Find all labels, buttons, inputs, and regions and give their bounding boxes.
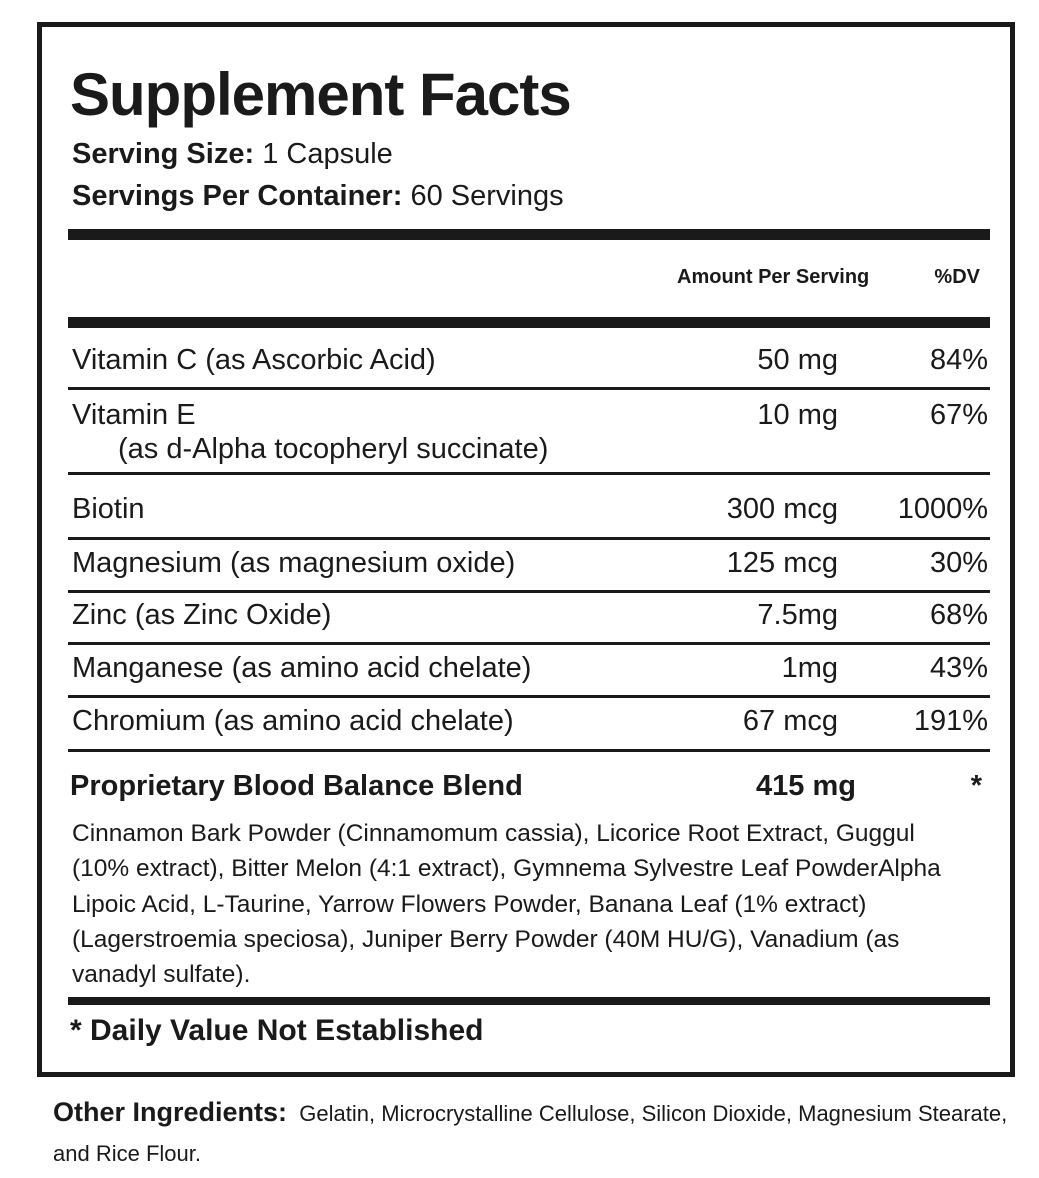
divider-thick xyxy=(68,317,990,328)
column-header-amount: Amount Per Serving xyxy=(677,266,870,288)
nutrient-subname: (as d-Alpha tocopheryl succinate) xyxy=(118,433,549,465)
serving-size: Serving Size: 1 Capsule xyxy=(72,138,393,171)
divider xyxy=(68,387,990,390)
nutrient-name: Biotin xyxy=(72,493,145,525)
blend-name: Proprietary Blood Balance Blend xyxy=(70,770,523,802)
serving-size-value: 1 Capsule xyxy=(262,138,393,170)
nutrient-name: Zinc (as Zinc Oxide) xyxy=(72,599,332,631)
nutrient-amount: 125 mcg xyxy=(726,547,838,579)
servings-per-container-label: Servings Per Container: xyxy=(72,180,403,212)
blend-amount: 415 mg xyxy=(756,770,856,802)
blend-ingredients: Cinnamon Bark Powder (Cinnamomum cassia)… xyxy=(72,820,941,989)
nutrient-dv: 68% xyxy=(929,599,988,631)
divider xyxy=(68,695,990,698)
serving-size-label: Serving Size: xyxy=(72,138,255,170)
nutrient-dv: 30% xyxy=(929,547,988,579)
nutrient-dv: 84% xyxy=(929,344,988,376)
supplement-facts-panel xyxy=(37,22,1015,1077)
divider xyxy=(68,537,990,540)
other-ingredients: Other Ingredients: Gelatin, Microcrystal… xyxy=(53,1092,1013,1174)
column-header-dv: %DV xyxy=(934,266,980,288)
nutrient-amount: 1mg xyxy=(781,652,838,684)
other-ingredients-label: Other Ingredients: xyxy=(53,1097,288,1127)
nutrient-amount: 300 mcg xyxy=(726,493,838,525)
nutrient-name: Manganese (as amino acid chelate) xyxy=(72,652,532,684)
nutrient-dv: 1000% xyxy=(897,493,988,525)
nutrient-dv: 43% xyxy=(929,652,988,684)
nutrient-name: Vitamin C (as Ascorbic Acid) xyxy=(72,344,436,376)
other-ingredients-value: Gelatin, Microcrystalline Cellulose, Sil… xyxy=(53,1101,1008,1166)
nutrient-dv: 191% xyxy=(913,705,988,737)
divider-thick xyxy=(68,997,990,1005)
nutrient-amount: 10 mg xyxy=(757,399,838,431)
panel-title: Supplement Facts xyxy=(70,61,572,128)
nutrient-name: Magnesium (as magnesium oxide) xyxy=(72,547,516,579)
servings-per-container: Servings Per Container: 60 Servings xyxy=(72,180,564,213)
servings-per-container-value: 60 Servings xyxy=(410,180,564,212)
footnote: * Daily Value Not Established xyxy=(70,1014,484,1047)
divider xyxy=(68,642,990,645)
divider-thick xyxy=(68,229,990,240)
nutrient-dv: 67% xyxy=(929,399,988,431)
divider xyxy=(68,590,990,593)
divider xyxy=(68,749,990,752)
nutrient-name: Chromium (as amino acid chelate) xyxy=(72,705,514,737)
nutrient-amount: 50 mg xyxy=(757,344,838,376)
divider xyxy=(68,472,990,475)
nutrient-name: Vitamin E xyxy=(72,399,196,431)
blend-dv: * xyxy=(970,770,982,802)
nutrient-amount: 67 mcg xyxy=(742,705,838,737)
nutrient-amount: 7.5mg xyxy=(757,599,838,631)
